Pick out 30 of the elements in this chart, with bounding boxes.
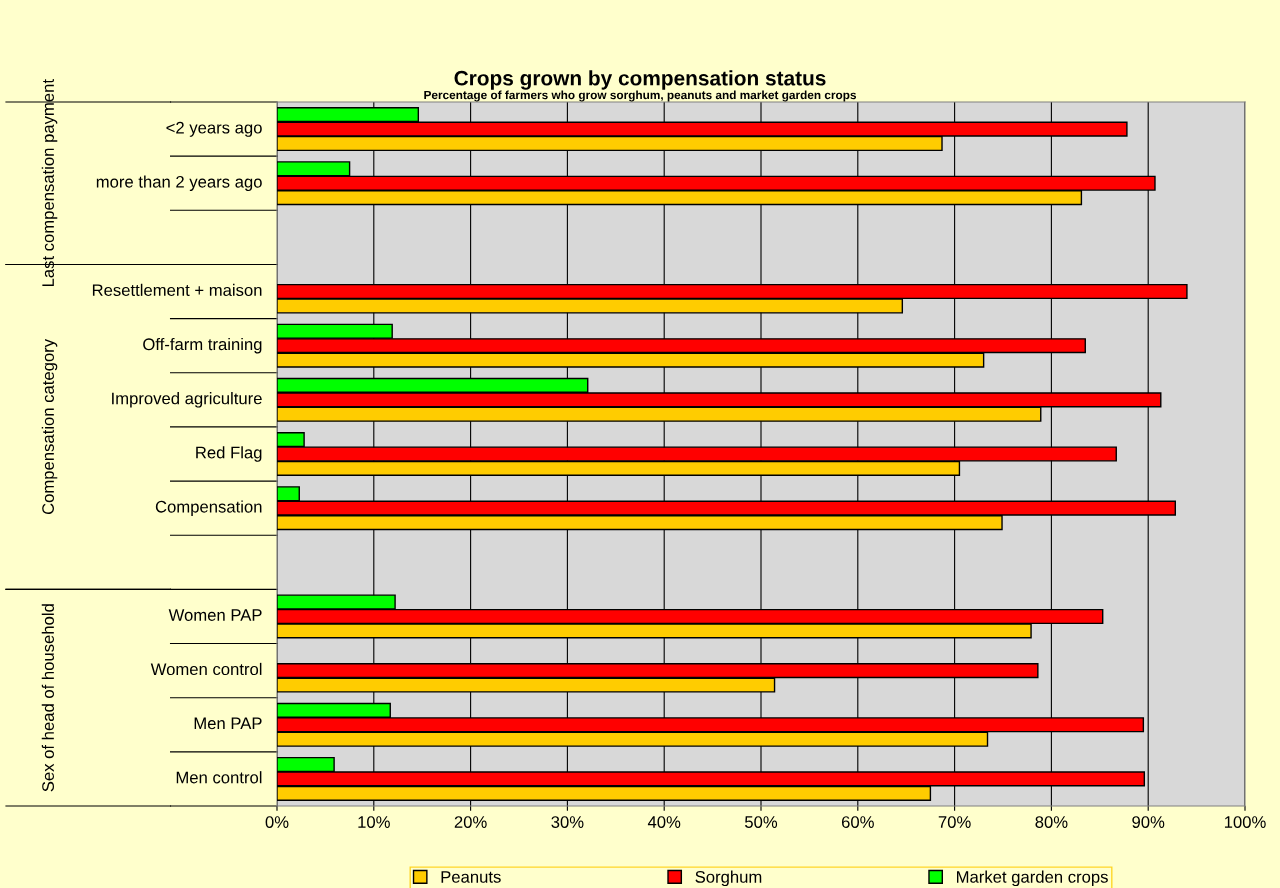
y-tick-label: Women control	[150, 662, 262, 676]
y-tick-label: Compensation	[155, 500, 262, 516]
y-tick-label: Red Flag	[196, 446, 262, 462]
y-tick-label: Off-farm training	[143, 337, 262, 354]
x-tick-label: 80%	[1035, 816, 1068, 828]
text: Last compensation payment	[41, 79, 58, 287]
legend-label: Sorghum	[695, 870, 762, 887]
x-tick-label: 90%	[1132, 816, 1165, 828]
chart-subtitle: Percentage of farmers who grow sorghum, peanuts and market garden crops	[424, 90, 857, 102]
y-tick-label: Women PAP	[168, 609, 262, 621]
y-tick-label: Men control	[176, 771, 262, 784]
y-tick-label: more than 2 years ago	[96, 175, 262, 191]
x-tick-label: 30%	[551, 816, 584, 828]
x-tick-label: 50%	[744, 816, 778, 828]
x-tick-label: 100%	[1224, 816, 1266, 828]
x-tick-label: 60%	[841, 816, 874, 828]
y-tick-label: Resettlement + maison	[92, 283, 262, 297]
x-tick-label: 20%	[454, 816, 487, 828]
legend-label: Peanuts	[441, 871, 501, 883]
y-tick-label: <2 years ago	[166, 121, 262, 137]
y-tick-label: Men PAP	[194, 717, 262, 730]
chart-title: Crops grown by compensation status	[454, 70, 826, 90]
x-tick-label: 40%	[647, 816, 681, 828]
text: Sex of head of household	[41, 604, 54, 792]
x-tick-label: 10%	[358, 816, 390, 828]
x-tick-label: 0%	[265, 816, 289, 828]
x-tick-label: 70%	[938, 816, 971, 828]
y-tick-label: Improved agriculture	[112, 392, 262, 408]
legend-label: Market garden crops	[957, 870, 1108, 887]
text: Compensation category	[41, 338, 58, 515]
